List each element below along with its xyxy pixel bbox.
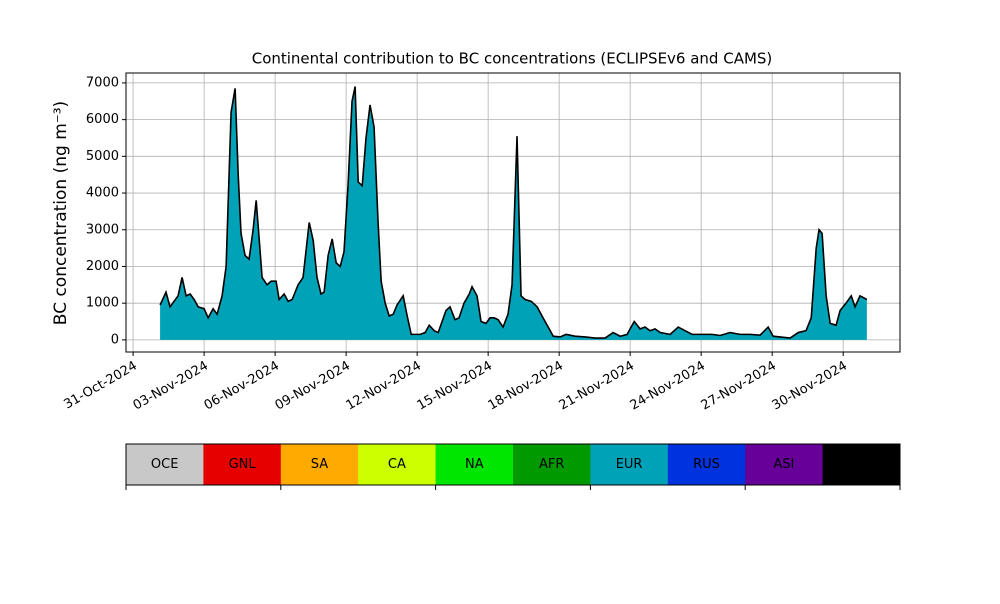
colorbar-label: AFR xyxy=(539,457,564,472)
y-tick-label: 0 xyxy=(111,332,119,347)
plot-frame xyxy=(125,72,901,353)
colorbar-swatch xyxy=(822,444,901,485)
colorbar: OCE GNL SA CA NA AFR EUR RUS ASI AUS xyxy=(125,443,901,490)
plot-area: 0 1000 2000 3000 4000 5000 6000 7000 31-Oct-2024… xyxy=(61,72,901,414)
y-tick-label: 5000 xyxy=(86,149,119,164)
y-tick-label: 7000 xyxy=(86,75,119,90)
y-tick-label: 4000 xyxy=(86,186,119,201)
x-tick-label: 31-Oct-2024 xyxy=(61,359,139,413)
colorbar-swatch xyxy=(358,444,437,485)
colorbar-swatch xyxy=(667,444,746,485)
x-tick-label: 27-Nov-2024 xyxy=(699,359,779,414)
colorbar-swatch xyxy=(435,444,514,485)
y-tick-label: 1000 xyxy=(86,296,119,311)
colorbar-swatch xyxy=(126,444,204,485)
colorbar-swatch xyxy=(513,444,591,485)
y-tick-label: 3000 xyxy=(86,222,119,237)
colorbar-swatch xyxy=(745,444,824,485)
colorbar-label: GNL xyxy=(229,457,257,472)
area xyxy=(160,86,867,340)
y-tick-label: 2000 xyxy=(86,259,119,274)
x-tick-label: 21-Nov-2024 xyxy=(557,359,637,414)
x-tick-label: 09-Nov-2024 xyxy=(273,359,353,414)
colorbar-label: EUR xyxy=(616,457,643,472)
colorbar-swatch xyxy=(590,444,669,485)
colorbar-label: RUS xyxy=(693,457,720,472)
y-tick-label: 6000 xyxy=(86,112,119,127)
colorbar-frame xyxy=(125,443,901,486)
x-tick-label: 18-Nov-2024 xyxy=(486,359,566,414)
x-tick-label: 30-Nov-2024 xyxy=(770,359,850,414)
colorbar-swatch xyxy=(280,444,359,485)
x-tick-label: 06-Nov-2024 xyxy=(202,359,282,414)
x-tick-label: 15-Nov-2024 xyxy=(415,359,495,414)
colorbar-label: OCE xyxy=(151,457,179,472)
colorbar-swatch xyxy=(203,444,282,485)
x-tick-label: 12-Nov-2024 xyxy=(344,359,424,414)
x-tick-label: 24-Nov-2024 xyxy=(628,359,708,414)
colorbar-label: AUS xyxy=(848,457,875,472)
colorbar-label: SA xyxy=(311,457,328,472)
colorbar-label: ASI xyxy=(773,457,794,472)
colorbar-label: CA xyxy=(388,457,406,472)
chart-title: Continental contribution to BC concentra… xyxy=(252,50,773,68)
total-outline xyxy=(159,86,868,339)
colorbar-label: NA xyxy=(465,457,484,472)
y-axis-label: BC concentration (ng m⁻³) xyxy=(51,101,71,325)
x-tick-label: 03-Nov-2024 xyxy=(131,359,211,414)
